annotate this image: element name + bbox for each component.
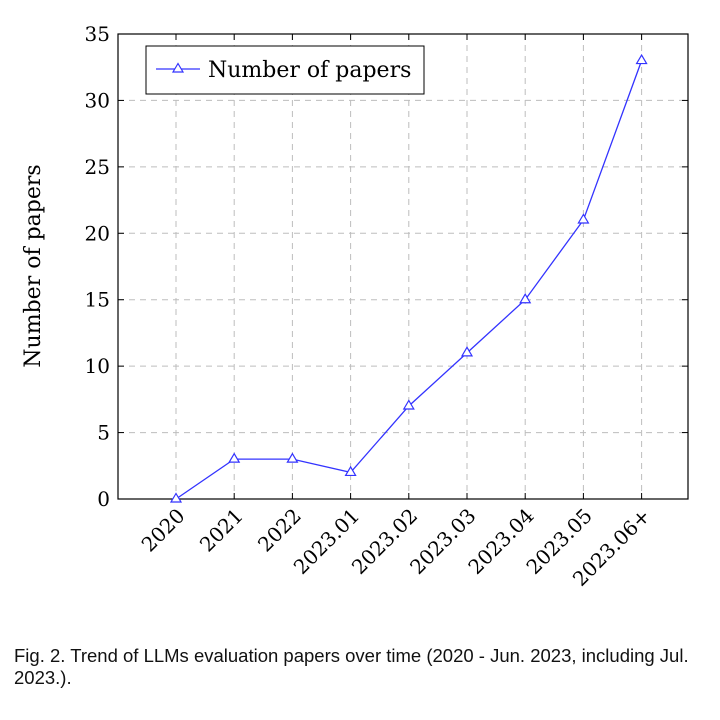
figure-caption: Fig. 2. Trend of LLMs evaluation papers … — [14, 645, 689, 688]
x-tick-label: 2021 — [195, 504, 248, 557]
y-tick-label: 30 — [85, 88, 110, 112]
data-point-marker — [402, 399, 415, 410]
grid-lines — [118, 34, 688, 499]
x-tick-label: 2020 — [137, 504, 190, 557]
y-axis-label: Number of papers — [21, 164, 46, 367]
data-point-marker — [228, 452, 241, 463]
legend-box — [145, 45, 425, 95]
data-point-marker — [577, 213, 590, 224]
legend-marker-triangle-icon — [171, 62, 185, 73]
x-axis-ticks: 2020 2021 20222023.012023.022023.032023.04… — [137, 34, 655, 591]
y-axis-ticks: 0 5 10 15 20 25 30 35 — [85, 22, 688, 511]
data-point-marker — [286, 452, 299, 463]
y-tick-label: 25 — [85, 155, 110, 179]
data-point-marker — [519, 293, 532, 304]
legend-label: Number of papers — [208, 58, 411, 83]
data-point-marker — [635, 53, 648, 65]
series-group — [169, 53, 648, 503]
y-tick-label: 0 — [97, 487, 110, 511]
data-point-marker — [460, 346, 474, 357]
y-tick-label: 5 — [97, 421, 110, 445]
x-tick-label: 2022 — [253, 504, 306, 557]
legend: Number of papers — [145, 45, 425, 95]
data-point-marker — [169, 492, 183, 503]
plot-frame — [117, 33, 689, 500]
line-chart: 0 5 10 15 20 25 30 35 2020 2021 20222023.012023.0… — [21, 22, 689, 591]
y-tick-label: 20 — [85, 221, 110, 245]
y-tick-label: 10 — [85, 354, 110, 378]
y-tick-label: 35 — [85, 22, 110, 46]
data-point-marker — [344, 465, 357, 477]
y-tick-label: 15 — [85, 288, 110, 312]
